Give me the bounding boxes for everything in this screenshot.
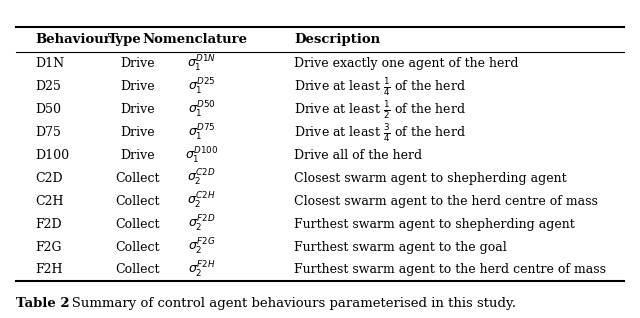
Text: D50: D50 <box>35 103 61 116</box>
Text: Furthest swarm agent to the goal: Furthest swarm agent to the goal <box>294 241 507 253</box>
Text: $\sigma_2^{F2G}$: $\sigma_2^{F2G}$ <box>188 237 215 257</box>
Text: $\sigma_2^{C2D}$: $\sigma_2^{C2D}$ <box>188 168 216 189</box>
Text: : Summary of control agent behaviours parameterised in this study.: : Summary of control agent behaviours pa… <box>63 297 516 310</box>
Text: C2D: C2D <box>35 172 63 185</box>
Text: D100: D100 <box>35 149 69 162</box>
Text: F2D: F2D <box>35 218 62 231</box>
Text: Drive: Drive <box>120 149 155 162</box>
Text: C2H: C2H <box>35 195 64 208</box>
Text: Drive at least $\frac{1}{4}$ of the herd: Drive at least $\frac{1}{4}$ of the herd <box>294 76 467 98</box>
Text: Nomenclature: Nomenclature <box>143 33 248 46</box>
Text: $\sigma_1^{D75}$: $\sigma_1^{D75}$ <box>188 122 216 143</box>
Text: $\sigma_1^{D1N}$: $\sigma_1^{D1N}$ <box>187 54 216 74</box>
Text: Closest swarm agent to the herd centre of mass: Closest swarm agent to the herd centre o… <box>294 195 598 208</box>
Text: Collect: Collect <box>115 218 160 231</box>
Text: Collect: Collect <box>115 195 160 208</box>
Text: D1N: D1N <box>35 58 65 70</box>
Text: $\sigma_1^{D50}$: $\sigma_1^{D50}$ <box>188 100 216 120</box>
Text: Collect: Collect <box>115 172 160 185</box>
Text: F2G: F2G <box>35 241 61 253</box>
Text: Drive at least $\frac{1}{2}$ of the herd: Drive at least $\frac{1}{2}$ of the herd <box>294 99 467 121</box>
Text: D75: D75 <box>35 126 61 139</box>
Text: Drive: Drive <box>120 58 155 70</box>
Text: $\sigma_2^{C2H}$: $\sigma_2^{C2H}$ <box>188 191 216 211</box>
Text: Drive: Drive <box>120 103 155 116</box>
Text: Closest swarm agent to shepherding agent: Closest swarm agent to shepherding agent <box>294 172 567 185</box>
Text: Behaviour: Behaviour <box>35 33 111 46</box>
Text: F2H: F2H <box>35 264 63 276</box>
Text: $\sigma_1^{D100}$: $\sigma_1^{D100}$ <box>185 145 218 166</box>
Text: Description: Description <box>294 33 381 46</box>
Text: $\sigma_2^{F2D}$: $\sigma_2^{F2D}$ <box>188 214 215 234</box>
Text: Drive all of the herd: Drive all of the herd <box>294 149 422 162</box>
Text: D25: D25 <box>35 80 61 93</box>
Text: Collect: Collect <box>115 241 160 253</box>
Text: $\sigma_1^{D25}$: $\sigma_1^{D25}$ <box>188 77 216 97</box>
Text: Furthest swarm agent to shepherding agent: Furthest swarm agent to shepherding agen… <box>294 218 575 231</box>
Text: Drive: Drive <box>120 126 155 139</box>
Text: Furthest swarm agent to the herd centre of mass: Furthest swarm agent to the herd centre … <box>294 264 607 276</box>
Text: Drive exactly one agent of the herd: Drive exactly one agent of the herd <box>294 58 519 70</box>
Text: $\sigma_2^{F2H}$: $\sigma_2^{F2H}$ <box>188 260 215 280</box>
Text: Collect: Collect <box>115 264 160 276</box>
Text: Type: Type <box>108 33 141 46</box>
Text: Table 2: Table 2 <box>16 297 70 310</box>
Text: Drive: Drive <box>120 80 155 93</box>
Text: Drive at least $\frac{3}{4}$ of the herd: Drive at least $\frac{3}{4}$ of the herd <box>294 122 467 143</box>
